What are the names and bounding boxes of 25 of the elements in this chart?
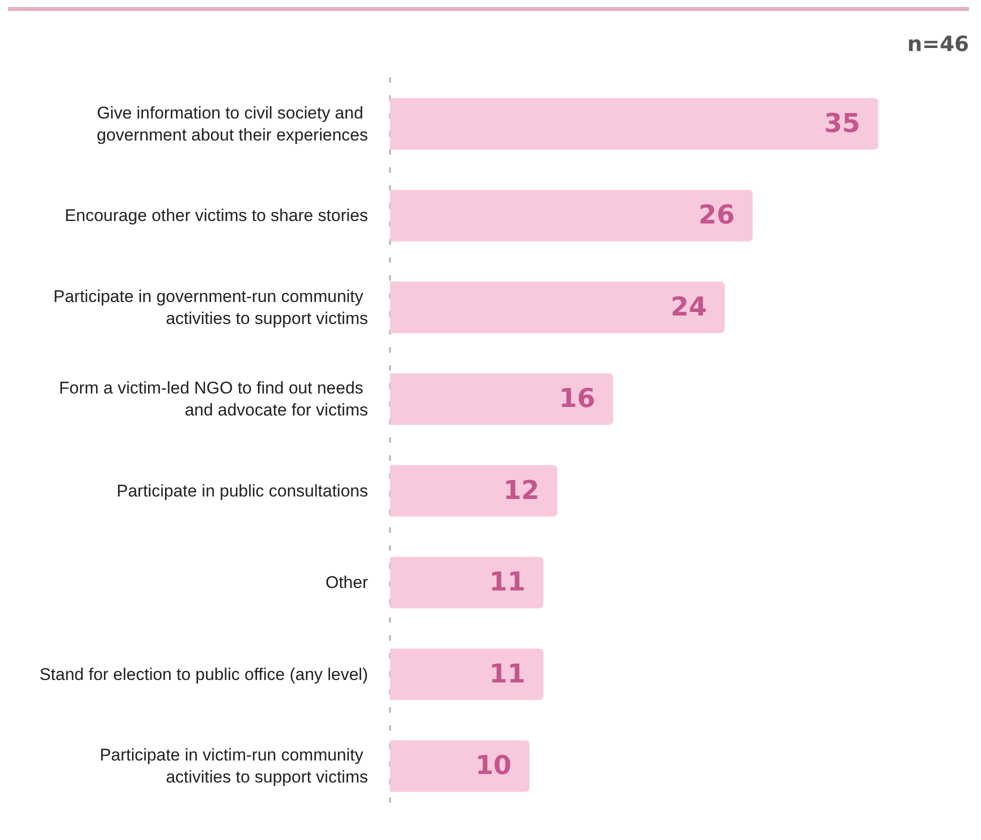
bar xyxy=(390,556,544,608)
bar xyxy=(390,282,725,334)
data-label: 11 xyxy=(489,568,526,598)
bar xyxy=(390,648,544,700)
bar xyxy=(390,465,558,517)
data-label: 11 xyxy=(489,659,526,690)
data-label: 16 xyxy=(559,384,596,414)
y-tick-label: Other xyxy=(325,573,368,592)
data-label: 12 xyxy=(503,476,540,506)
bar xyxy=(390,98,878,150)
y-tick-label: Stand for election to public office (any level) xyxy=(39,664,368,684)
y-tick-label: Encourage other victims to share stories xyxy=(64,206,368,226)
text: n=46 xyxy=(907,32,969,56)
y-tick-label: Give information to civil society and government about their experiences xyxy=(96,103,368,144)
data-label: 26 xyxy=(698,200,735,231)
data-label: 10 xyxy=(475,751,512,782)
bar xyxy=(390,373,614,425)
y-tick-label: Participate in public consultations xyxy=(116,481,368,500)
bar xyxy=(390,740,530,792)
y-tick-label: Participate in government-run community activities to support victims xyxy=(53,286,368,328)
y-tick-label: Participate in victim-run community activities to support victims xyxy=(100,746,368,787)
bar xyxy=(390,190,753,242)
y-tick-label: Form a victim-led NGO to find out needs and advocate for victims xyxy=(59,378,368,420)
data-label: 35 xyxy=(824,108,860,139)
data-label: 24 xyxy=(670,292,707,322)
